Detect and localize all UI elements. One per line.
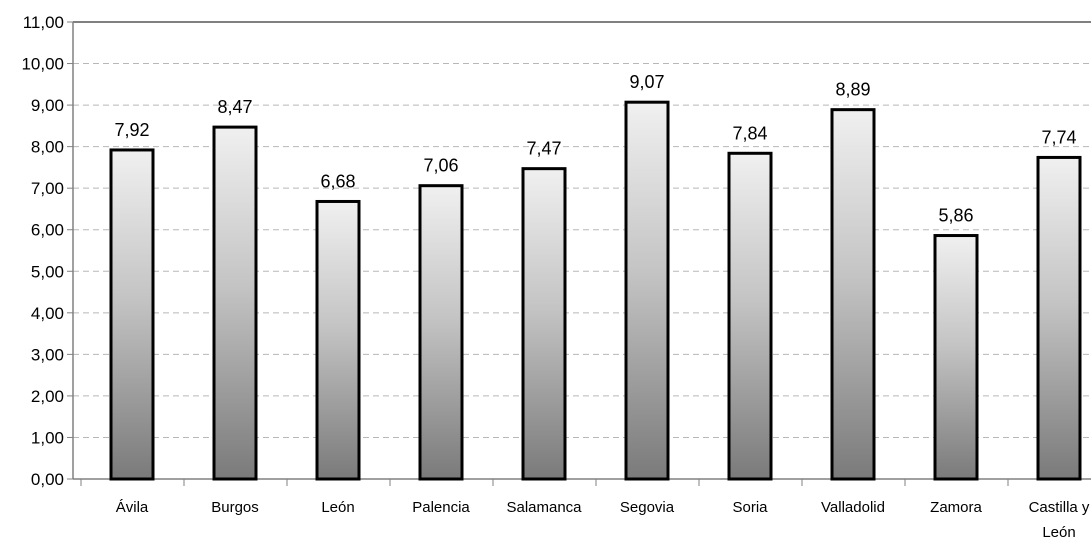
category-label: Valladolid (821, 499, 885, 516)
category-label: Palencia (412, 499, 470, 516)
category-labels: Ávila Burgos León Palencia Salamanca Segovia S… (116, 499, 1090, 541)
data-label: 7,84 (732, 123, 767, 143)
y-tick-label: 7,00 (31, 179, 64, 198)
bar-5 (624, 100, 670, 481)
bar-0 (109, 148, 155, 481)
y-tick-label: 8,00 (31, 138, 64, 157)
data-label: 6,68 (320, 171, 355, 191)
axes (67, 21, 1091, 486)
bar-1 (212, 125, 258, 481)
y-tick-label: 0,00 (31, 470, 64, 489)
y-tick-label: 1,00 (31, 428, 64, 447)
bar-2 (315, 199, 361, 481)
category-label: Castilla y (1029, 499, 1090, 516)
y-tick-label: 4,00 (31, 304, 64, 323)
data-label: 7,47 (526, 139, 561, 159)
y-tick-label: 9,00 (31, 96, 64, 115)
data-label: 8,89 (835, 80, 870, 100)
data-label: 5,86 (938, 206, 973, 226)
bar-3 (418, 184, 464, 481)
data-label: 7,92 (114, 120, 149, 140)
data-labels: 7,92 8,47 6,68 7,06 7,47 9,07 7,84 8,89 5,86 7,74 (114, 72, 1076, 225)
y-tick-label: 3,00 (31, 345, 64, 364)
data-label: 9,07 (629, 72, 664, 92)
y-tick-label: 5,00 (31, 262, 64, 281)
y-tick-label: 11,00 (23, 13, 64, 32)
y-tick-label: 10,00 (21, 55, 64, 74)
bars (109, 100, 1082, 481)
bar-8 (933, 234, 979, 481)
category-label: Segovia (620, 499, 675, 516)
bar-9 (1036, 155, 1082, 481)
category-label: León (321, 499, 354, 516)
bar-7 (830, 108, 876, 481)
data-label: 7,06 (423, 156, 458, 176)
y-tick-labels: 0,00 1,00 2,00 3,00 4,00 5,00 6,00 7,00 8,00 9,00… (21, 13, 64, 489)
category-label: Zamora (930, 499, 982, 516)
category-label: León (1042, 524, 1075, 541)
y-tick-label: 2,00 (31, 387, 64, 406)
data-label: 7,74 (1041, 127, 1076, 147)
bar-4 (521, 167, 567, 481)
category-label: Ávila (116, 499, 149, 516)
bar-6 (727, 151, 773, 481)
y-tick-label: 6,00 (31, 221, 64, 240)
data-label: 8,47 (217, 97, 252, 117)
category-label: Burgos (211, 499, 259, 516)
category-label: Soria (732, 499, 768, 516)
category-label: Salamanca (506, 499, 582, 516)
